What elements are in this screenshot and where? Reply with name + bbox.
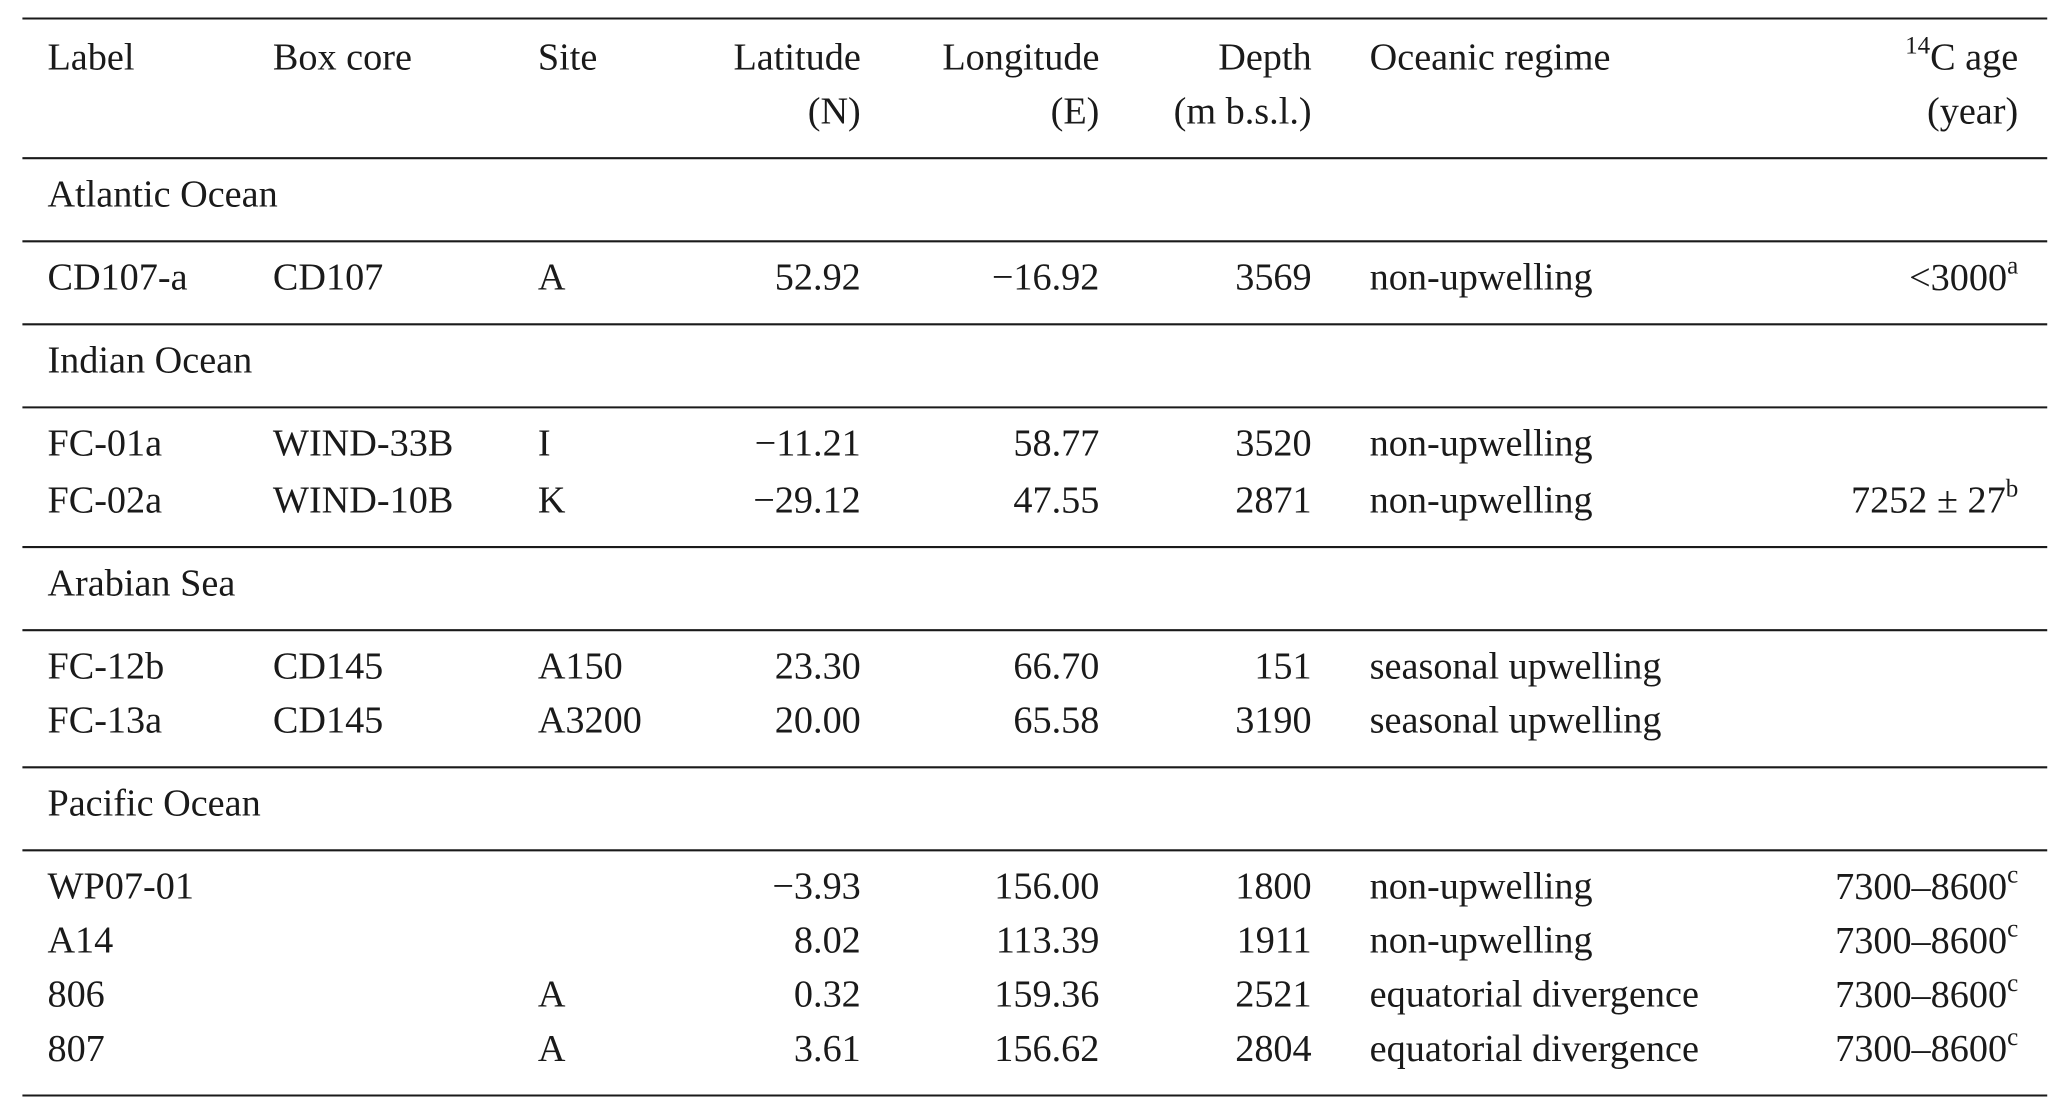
cell: A150: [538, 645, 623, 687]
footnote-mark: c: [2007, 915, 2018, 942]
cell: 806: [47, 974, 104, 1016]
footnote-mark: a: [2007, 252, 2018, 279]
cell: seasonal upwelling: [1370, 645, 1662, 687]
cell: 3.61: [794, 1028, 861, 1070]
cell: 113.39: [996, 920, 1100, 962]
header-cell: Site: [538, 36, 597, 78]
cell: 47.55: [1013, 479, 1099, 521]
cell: WP07-01: [47, 866, 194, 908]
header-cell: Latitude: [733, 36, 860, 78]
cell-text: 7300–8600: [1835, 866, 2007, 908]
group-title: Indian Ocean: [47, 340, 252, 382]
cell-text: 7252 ± 27: [1851, 479, 2006, 521]
cell: 7300–8600c: [1835, 861, 2018, 907]
cell-text: 7300–8600: [1835, 920, 2007, 962]
group-title: Arabian Sea: [47, 562, 235, 604]
cell: A: [538, 974, 566, 1016]
cell: 159.36: [994, 974, 1099, 1016]
cell: <3000a: [1909, 252, 2018, 298]
cell: FC-13a: [47, 700, 162, 742]
cell: WIND-10B: [273, 479, 453, 521]
cell: 23.30: [775, 645, 861, 687]
cell: 8.02: [794, 920, 861, 962]
cell: 3520: [1235, 423, 1311, 465]
group-title: Atlantic Ocean: [47, 174, 277, 216]
cell: 151: [1254, 645, 1311, 687]
footnote-mark: c: [2007, 861, 2018, 888]
cell: non-upwelling: [1370, 866, 1593, 908]
cell: 2521: [1235, 974, 1311, 1016]
cell: CD107: [273, 257, 383, 299]
cell: 156.62: [994, 1028, 1099, 1070]
cell: A14: [47, 920, 113, 962]
cell: CD145: [273, 700, 383, 742]
cell: FC-12b: [47, 645, 164, 687]
cell: 7300–8600c: [1835, 1024, 2018, 1070]
cell: FC-02a: [47, 479, 162, 521]
header-cell: (N): [808, 90, 861, 132]
cell: 1911: [1237, 920, 1312, 962]
cell: −16.92: [992, 257, 1100, 299]
cell: WIND-33B: [273, 423, 453, 465]
header-cell: Depth: [1218, 36, 1311, 78]
cell: 52.92: [775, 257, 861, 299]
cell: non-upwelling: [1370, 423, 1593, 465]
cell: K: [538, 479, 566, 521]
cell: 0.32: [794, 974, 861, 1016]
cell: CD107-a: [47, 257, 187, 299]
cell: 3569: [1235, 257, 1311, 299]
cell-text: <3000: [1909, 257, 2007, 299]
header-cell: Oceanic regime: [1370, 36, 1611, 78]
cell-text: 7300–8600: [1835, 1028, 2007, 1070]
header-cell: Label: [47, 36, 134, 78]
cell: 2804: [1235, 1028, 1311, 1070]
cell: A: [538, 1028, 566, 1070]
header-cell: (E): [1051, 90, 1100, 132]
footnote-mark: c: [2007, 970, 2018, 997]
footnote-mark: b: [2006, 475, 2019, 502]
cell: non-upwelling: [1370, 479, 1593, 521]
cell: equatorial divergence: [1370, 974, 1699, 1016]
cell: 7252 ± 27b: [1851, 475, 2018, 521]
cell-text: 7300–8600: [1835, 974, 2007, 1016]
cell: I: [538, 423, 551, 465]
cell: 7300–8600c: [1835, 970, 2018, 1016]
cell: A3200: [538, 700, 642, 742]
group-title: Pacific Ocean: [47, 783, 260, 825]
footnote-mark: c: [2007, 1024, 2018, 1051]
cell: 3190: [1235, 700, 1311, 742]
cell: 807: [47, 1028, 104, 1070]
header-cell: (m b.s.l.): [1174, 90, 1312, 132]
superscript: 14: [1905, 32, 1931, 59]
cell: non-upwelling: [1370, 920, 1593, 962]
cell-text: C age: [1930, 36, 2018, 78]
cell: 2871: [1235, 479, 1311, 521]
cell: 20.00: [775, 700, 861, 742]
cell: 156.00: [994, 866, 1099, 908]
cell: equatorial divergence: [1370, 1028, 1699, 1070]
cell: 1800: [1235, 866, 1311, 908]
header-cell: Box core: [273, 36, 412, 78]
cell: non-upwelling: [1370, 257, 1593, 299]
cell: FC-01a: [47, 423, 162, 465]
header-cell: 14C age: [1905, 32, 2018, 78]
cell: 65.58: [1013, 700, 1099, 742]
header-cell: Longitude: [942, 36, 1099, 78]
cell: seasonal upwelling: [1370, 700, 1662, 742]
cell: −3.93: [772, 866, 860, 908]
cell: 7300–8600c: [1835, 915, 2018, 961]
cell: 66.70: [1013, 645, 1099, 687]
cell: 58.77: [1013, 423, 1099, 465]
header-cell: (year): [1927, 90, 2018, 132]
cell: A: [538, 257, 566, 299]
cell: −29.12: [753, 479, 861, 521]
cell: −11.21: [755, 423, 861, 465]
cell: CD145: [273, 645, 383, 687]
